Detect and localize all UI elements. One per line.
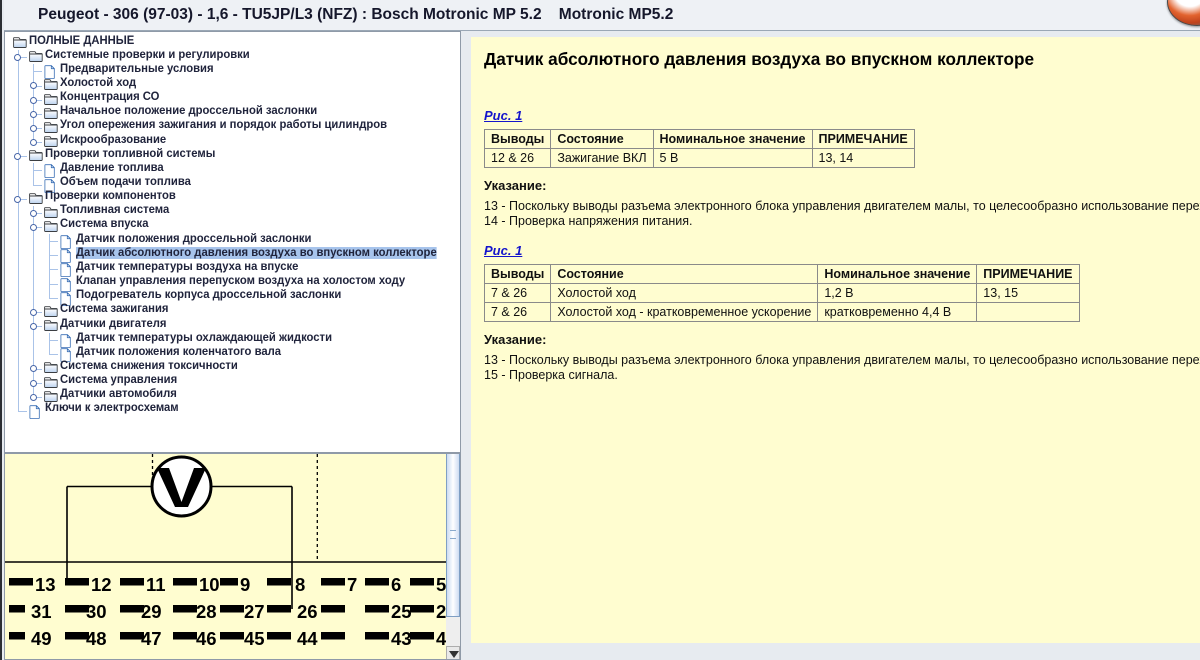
svg-text:5: 5 <box>436 574 446 595</box>
svg-text:29: 29 <box>141 601 162 622</box>
svg-text:45: 45 <box>244 628 265 649</box>
svg-text:27: 27 <box>244 601 265 622</box>
svg-text:31: 31 <box>31 601 52 622</box>
svg-text:12: 12 <box>91 574 112 595</box>
svg-text:7: 7 <box>347 574 357 595</box>
svg-text:13: 13 <box>35 574 56 595</box>
svg-text:8: 8 <box>295 574 305 595</box>
svg-text:49: 49 <box>31 628 52 649</box>
svg-text:26: 26 <box>297 601 318 622</box>
svg-text:11: 11 <box>146 574 166 595</box>
svg-text:10: 10 <box>199 574 220 595</box>
svg-text:30: 30 <box>86 601 107 622</box>
svg-text:43: 43 <box>391 628 412 649</box>
svg-text:44: 44 <box>297 628 318 649</box>
svg-text:47: 47 <box>141 628 162 649</box>
svg-text:48: 48 <box>86 628 107 649</box>
svg-text:25: 25 <box>391 601 412 622</box>
svg-text:28: 28 <box>196 601 217 622</box>
svg-text:9: 9 <box>240 574 250 595</box>
svg-text:6: 6 <box>391 574 401 595</box>
svg-text:46: 46 <box>196 628 217 649</box>
